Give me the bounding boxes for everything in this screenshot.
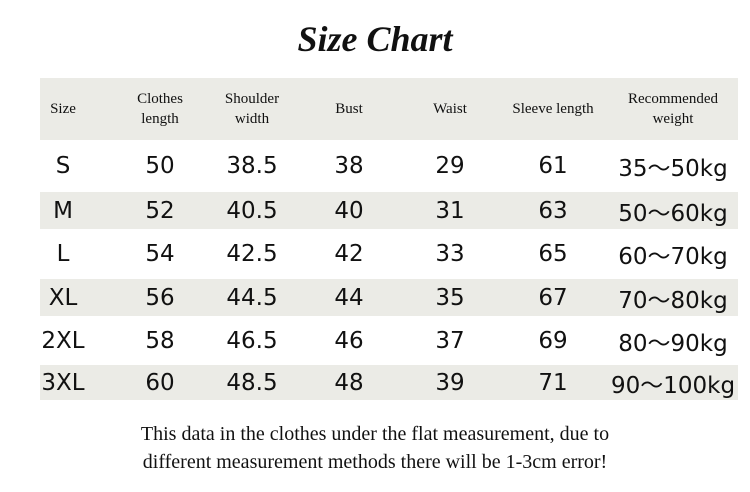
column-header: Waist — [433, 101, 467, 117]
table-row: 2XL 58 46.5 46 37 69 80～90kg — [40, 316, 738, 366]
table-cell: 31 — [435, 197, 465, 224]
table-cell: 70～80kg — [618, 287, 728, 314]
table-cell: 60～70kg — [618, 244, 728, 270]
column-header: Size — [50, 101, 76, 117]
table-cell: 61 — [538, 153, 568, 179]
table-cell: 50 — [145, 153, 175, 179]
table-cell: 48 — [334, 369, 364, 396]
table-cell: 38.5 — [226, 153, 278, 179]
table-cell: 67 — [538, 284, 568, 311]
table-cell: 58 — [145, 328, 175, 354]
table-cell: 42 — [334, 241, 364, 267]
table-cell: S — [55, 153, 71, 179]
table-row: S 50 38.5 38 29 61 35～50kg — [40, 140, 738, 192]
header-row: Size Clothes length Shoulder width Bust Wais… — [40, 78, 738, 140]
table-cell: 35～50kg — [618, 156, 728, 182]
table-cell: 50～60kg — [618, 200, 728, 227]
table-cell: 40.5 — [226, 197, 278, 224]
table-cell: 56 — [145, 284, 175, 311]
table-cell: XL — [48, 284, 78, 311]
table-cell: 48.5 — [226, 369, 278, 396]
table-cell: L — [56, 241, 70, 267]
table-cell: 44 — [334, 284, 364, 311]
column-header: Recommended weight — [628, 91, 718, 127]
table-row: XL 56 44.5 44 35 67 70～80kg — [40, 279, 738, 316]
table-cell: M — [53, 197, 73, 224]
table-cell: 46.5 — [226, 328, 278, 354]
table-cell: 29 — [435, 153, 465, 179]
column-header: Bust — [335, 101, 363, 117]
column-header: Sleeve length — [512, 101, 594, 117]
note-line: different measurement methods there will… — [142, 451, 608, 473]
column-header: Shoulder width — [224, 91, 280, 127]
table-cell: 44.5 — [226, 284, 278, 311]
table-cell: 65 — [538, 241, 568, 267]
table-cell: 80～90kg — [618, 331, 728, 357]
table-cell: 33 — [435, 241, 465, 267]
measurement-note: This data in the clothes under the flat … — [0, 420, 750, 476]
table-cell: 37 — [435, 328, 465, 354]
table-cell: 3XL — [41, 369, 85, 396]
table-cell: 40 — [334, 197, 364, 224]
table-cell: 38 — [334, 153, 364, 179]
table-cell: 46 — [334, 328, 364, 354]
table-cell: 52 — [145, 197, 175, 224]
note-line: This data in the clothes under the flat … — [140, 423, 610, 445]
table-cell: 2XL — [41, 328, 85, 354]
table-row: L 54 42.5 42 33 65 60～70kg — [40, 229, 738, 279]
table-cell: 39 — [435, 369, 465, 396]
table-cell: 54 — [145, 241, 175, 267]
page-title: Size Chart — [297, 19, 453, 59]
table-cell: 71 — [538, 369, 568, 396]
table-row: 3XL 60 48.5 48 39 71 90～100kg — [40, 365, 738, 400]
column-header: Clothes length — [137, 91, 183, 127]
table-row: M 52 40.5 40 31 63 50～60kg — [40, 192, 738, 229]
table-cell: 69 — [538, 328, 568, 354]
table-cell: 63 — [538, 197, 568, 224]
table-cell: 60 — [145, 369, 175, 396]
table-cell: 42.5 — [226, 241, 278, 267]
table-cell: 35 — [435, 284, 465, 311]
table-cell: 90～100kg — [610, 372, 736, 399]
